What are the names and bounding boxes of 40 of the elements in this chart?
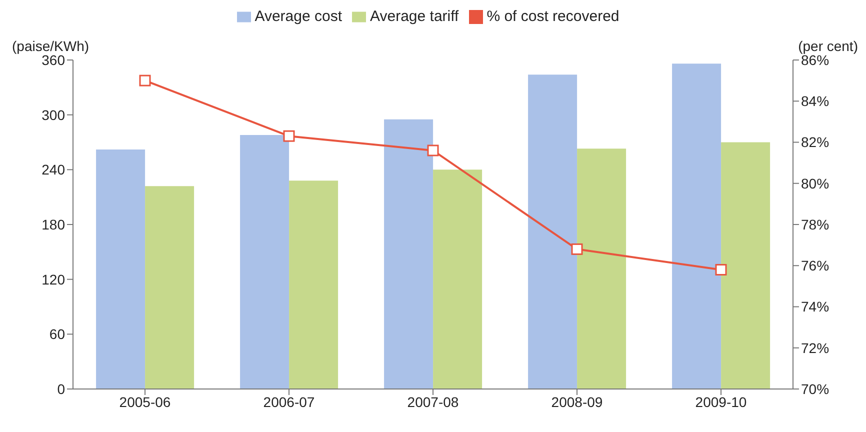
y2-tick-label: 72%: [801, 340, 830, 356]
y2-tick-label: 76%: [801, 258, 830, 274]
y2-tick-label: 82%: [801, 134, 830, 150]
bar: [240, 134, 290, 389]
legend-label: Average tariff: [370, 8, 459, 25]
bar: [721, 142, 770, 389]
y-tick-label: 120: [42, 271, 66, 288]
y-tick-label: 360: [42, 52, 66, 68]
x-tick-label: 2009-10: [695, 394, 747, 410]
bar: [96, 150, 146, 389]
point: [139, 74, 151, 86]
bar: [433, 170, 482, 389]
bar: [577, 148, 626, 389]
point: [571, 243, 583, 255]
y2-tick-label: 80%: [801, 175, 830, 192]
y2-tick-label: 78%: [801, 216, 830, 232]
legend-label: % of cost recovered: [486, 8, 620, 25]
x-tick-label: 2007-08: [407, 394, 459, 410]
y2-tick-label: 74%: [801, 298, 830, 315]
x-tick-label: 2005-06: [119, 394, 171, 410]
y2-axis-title: (per cent): [798, 38, 858, 54]
bar: [528, 74, 578, 389]
bar: [672, 64, 722, 389]
bar: [384, 119, 434, 389]
x-tick-label: 2008-09: [551, 394, 603, 410]
y-axis-title: (paise/KWh): [12, 38, 90, 54]
y-tick-label: 60: [49, 326, 66, 342]
point: [715, 264, 727, 276]
bar: [145, 186, 194, 389]
y-tick-label: 0: [57, 380, 66, 397]
legend-label: Average cost: [254, 8, 342, 25]
point: [427, 144, 439, 156]
bar: [289, 180, 338, 389]
x-tick-label: 2006-07: [263, 394, 315, 410]
y2-tick-label: 70%: [801, 380, 830, 397]
y2-tick-label: 84%: [801, 93, 830, 110]
y-tick-label: 180: [42, 216, 66, 232]
y-tick-label: 240: [42, 162, 66, 178]
y-tick-label: 300: [42, 106, 66, 123]
point: [283, 130, 295, 142]
